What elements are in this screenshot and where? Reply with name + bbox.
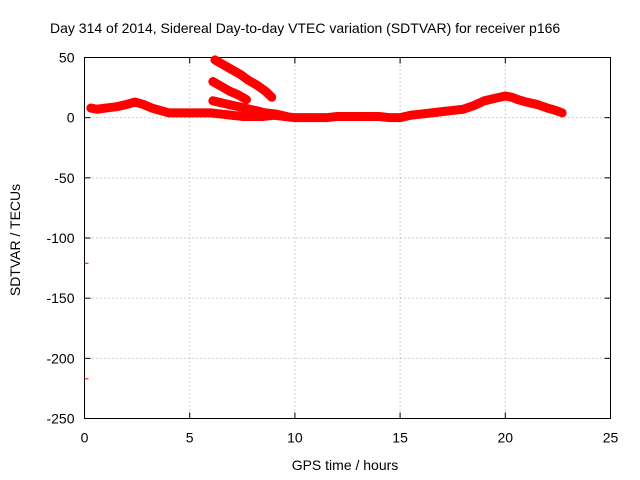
data-point — [481, 97, 488, 104]
y-tick-label: -150 — [46, 290, 74, 306]
data-point — [226, 88, 233, 95]
data-point — [428, 109, 435, 116]
y-tick-label: 50 — [59, 50, 75, 66]
data-point — [397, 114, 404, 121]
data-point — [262, 88, 269, 95]
y-tick-label: -200 — [46, 350, 74, 366]
data-point — [239, 113, 246, 120]
data-point — [207, 109, 214, 116]
y-tick-label: 0 — [67, 110, 75, 126]
data-point — [165, 109, 172, 116]
data-point — [333, 113, 340, 120]
data-point — [241, 105, 248, 112]
data-point — [502, 93, 509, 100]
tick-labels: 0 5 10 15 20 25 -250 -200 -150 -100 -50 0 50 — [46, 50, 618, 446]
data-point — [140, 101, 147, 108]
data-point — [508, 94, 515, 101]
data-point — [243, 96, 250, 103]
data-point — [220, 61, 227, 68]
x-tick-label: 5 — [186, 430, 194, 446]
data-point — [220, 100, 227, 107]
data-point — [439, 108, 446, 115]
data-point — [186, 109, 193, 116]
data-point — [157, 107, 164, 114]
data-point — [249, 113, 256, 120]
data-point — [94, 106, 101, 113]
data-point — [237, 71, 244, 78]
data-point — [251, 107, 258, 114]
data-point — [407, 112, 414, 119]
data-point — [460, 106, 467, 113]
data-point — [131, 99, 138, 106]
series-trace — [86, 91, 567, 123]
data-point — [102, 105, 109, 112]
data-point — [533, 101, 540, 108]
data-point — [245, 77, 252, 84]
data-point — [344, 113, 351, 120]
data-point — [365, 113, 372, 120]
data-point — [291, 114, 298, 121]
x-tick-label: 20 — [498, 430, 514, 446]
data-point — [218, 83, 225, 90]
data-point — [355, 113, 362, 120]
data-point — [211, 56, 218, 63]
data-point — [176, 109, 183, 116]
x-tick-label: 10 — [287, 430, 303, 446]
data-point — [268, 94, 275, 101]
x-axis-label: GPS time / hours — [292, 457, 399, 473]
data-marks — [84, 55, 567, 380]
data-point — [113, 103, 120, 110]
x-tick-label: 0 — [81, 430, 89, 446]
data-point — [302, 114, 309, 121]
data-point — [283, 113, 290, 120]
data-point — [470, 102, 477, 109]
y-tick-label: -100 — [46, 230, 74, 246]
data-point — [123, 101, 130, 108]
data-point — [559, 109, 566, 116]
data-point — [376, 113, 383, 120]
data-point — [552, 107, 559, 114]
chart-title: Day 314 of 2014, Sidereal Day-to-day VTE… — [50, 20, 560, 36]
data-point — [523, 99, 530, 106]
data-point — [449, 107, 456, 114]
data-point — [235, 91, 242, 98]
data-point — [491, 95, 498, 102]
y-tick-label: -50 — [54, 170, 74, 186]
data-point — [148, 105, 155, 112]
data-point — [272, 111, 279, 118]
data-point — [254, 82, 261, 89]
data-point — [312, 114, 319, 121]
data-point — [514, 96, 521, 103]
data-point — [262, 109, 269, 116]
plot-frame — [84, 57, 611, 419]
data-point — [209, 97, 216, 104]
y-axis-label: SDTVAR / TECUs — [7, 184, 23, 296]
data-point — [87, 105, 94, 112]
x-tick-label: 25 — [603, 430, 619, 446]
y-tick-label: -250 — [46, 411, 74, 427]
data-point — [209, 78, 216, 85]
data-point — [544, 105, 551, 112]
data-point — [230, 102, 237, 109]
data-point — [323, 114, 330, 121]
data-point — [218, 111, 225, 118]
data-point — [228, 66, 235, 73]
data-point — [197, 109, 204, 116]
data-point — [418, 111, 425, 118]
x-tick-label: 15 — [392, 430, 408, 446]
data-point — [386, 114, 393, 121]
data-point — [228, 112, 235, 119]
